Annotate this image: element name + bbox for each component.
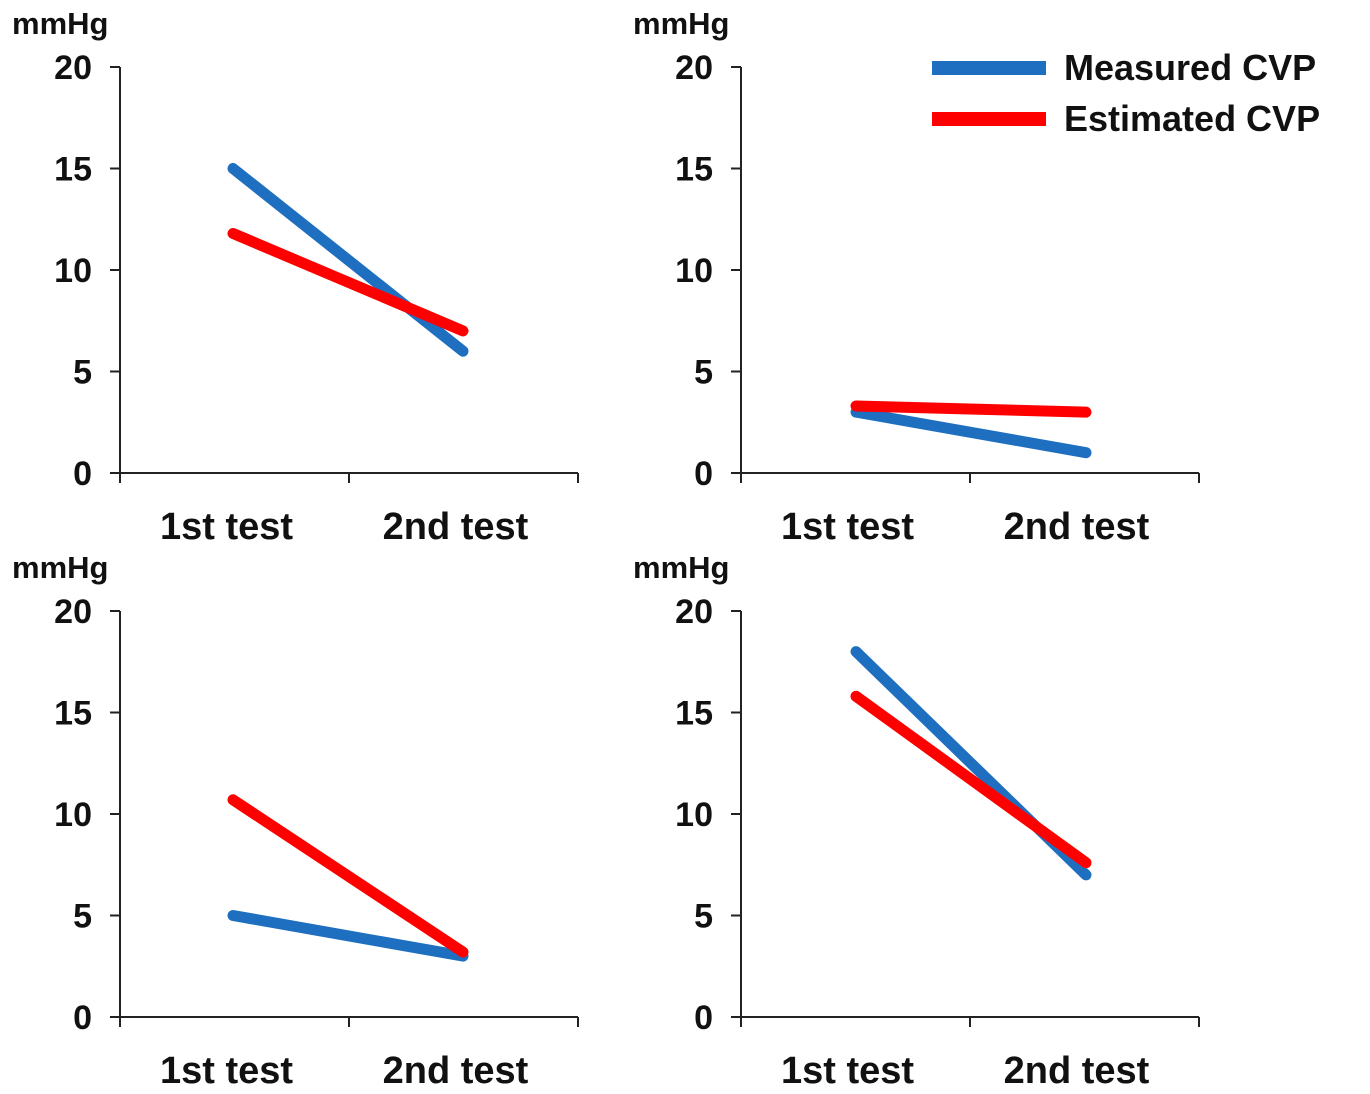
x-category-label: 2nd test bbox=[1004, 1050, 1150, 1092]
y-tick-label: 20 bbox=[54, 49, 92, 87]
y-tick-label: 0 bbox=[73, 999, 92, 1037]
chart-panel-4: mmHg 0 5 10 15 20 1st test 2nd test bbox=[633, 550, 1200, 1092]
series-line-measured-cvp bbox=[227, 910, 469, 962]
x-category-label: 2nd test bbox=[383, 506, 529, 548]
y-tick-label: 5 bbox=[694, 354, 713, 392]
y-tick-label: 5 bbox=[694, 898, 713, 936]
chart-panel-2: mmHg 0 5 10 15 20 1st test 2nd test bbox=[633, 6, 1200, 548]
legend-label-estimated: Estimated CVP bbox=[1064, 98, 1320, 139]
x-category-label: 1st test bbox=[160, 1050, 293, 1092]
y-tick-label: 15 bbox=[54, 151, 92, 189]
legend: Measured CVP Estimated CVP bbox=[932, 47, 1320, 139]
y-tick-label: 10 bbox=[54, 796, 92, 834]
y-unit-label: mmHg bbox=[633, 550, 729, 585]
y-unit-label: mmHg bbox=[12, 550, 108, 585]
x-category-label: 2nd test bbox=[383, 1050, 529, 1092]
x-category-label: 2nd test bbox=[1004, 506, 1150, 548]
x-category-label: 1st test bbox=[781, 1050, 914, 1092]
y-tick-label: 5 bbox=[73, 354, 92, 392]
y-tick-label: 5 bbox=[73, 898, 92, 936]
chart-panel-1: mmHg 0 5 10 15 20 1st test 2nd test bbox=[12, 6, 579, 548]
y-tick-label: 10 bbox=[675, 796, 713, 834]
series-line-estimated-cvp bbox=[850, 690, 1092, 869]
y-tick-label: 15 bbox=[54, 695, 92, 733]
chart-panel-3: mmHg 0 5 10 15 20 1st test 2nd test bbox=[12, 550, 579, 1092]
y-tick-label: 20 bbox=[54, 593, 92, 631]
y-tick-label: 15 bbox=[675, 151, 713, 189]
x-category-label: 1st test bbox=[781, 506, 914, 548]
y-tick-label: 10 bbox=[675, 252, 713, 290]
y-tick-label: 15 bbox=[675, 695, 713, 733]
y-tick-label: 0 bbox=[73, 455, 92, 493]
x-category-label: 1st test bbox=[160, 506, 293, 548]
y-unit-label: mmHg bbox=[633, 6, 729, 41]
legend-label-measured: Measured CVP bbox=[1064, 47, 1316, 88]
series-line-measured-cvp bbox=[227, 163, 469, 357]
y-tick-label: 20 bbox=[675, 49, 713, 87]
series-line-estimated-cvp bbox=[850, 400, 1092, 418]
series-line-estimated-cvp bbox=[227, 227, 469, 337]
y-tick-label: 20 bbox=[675, 593, 713, 631]
y-tick-label: 0 bbox=[694, 455, 713, 493]
series-line-measured-cvp bbox=[850, 406, 1092, 459]
chart-panels: mmHg 0 5 10 15 20 1st test 2nd test mmHg 0 5 10 15 20… bbox=[12, 6, 1200, 1092]
series-line-estimated-cvp bbox=[227, 794, 469, 958]
y-tick-label: 0 bbox=[694, 999, 713, 1037]
y-unit-label: mmHg bbox=[12, 6, 108, 41]
y-tick-label: 10 bbox=[54, 252, 92, 290]
